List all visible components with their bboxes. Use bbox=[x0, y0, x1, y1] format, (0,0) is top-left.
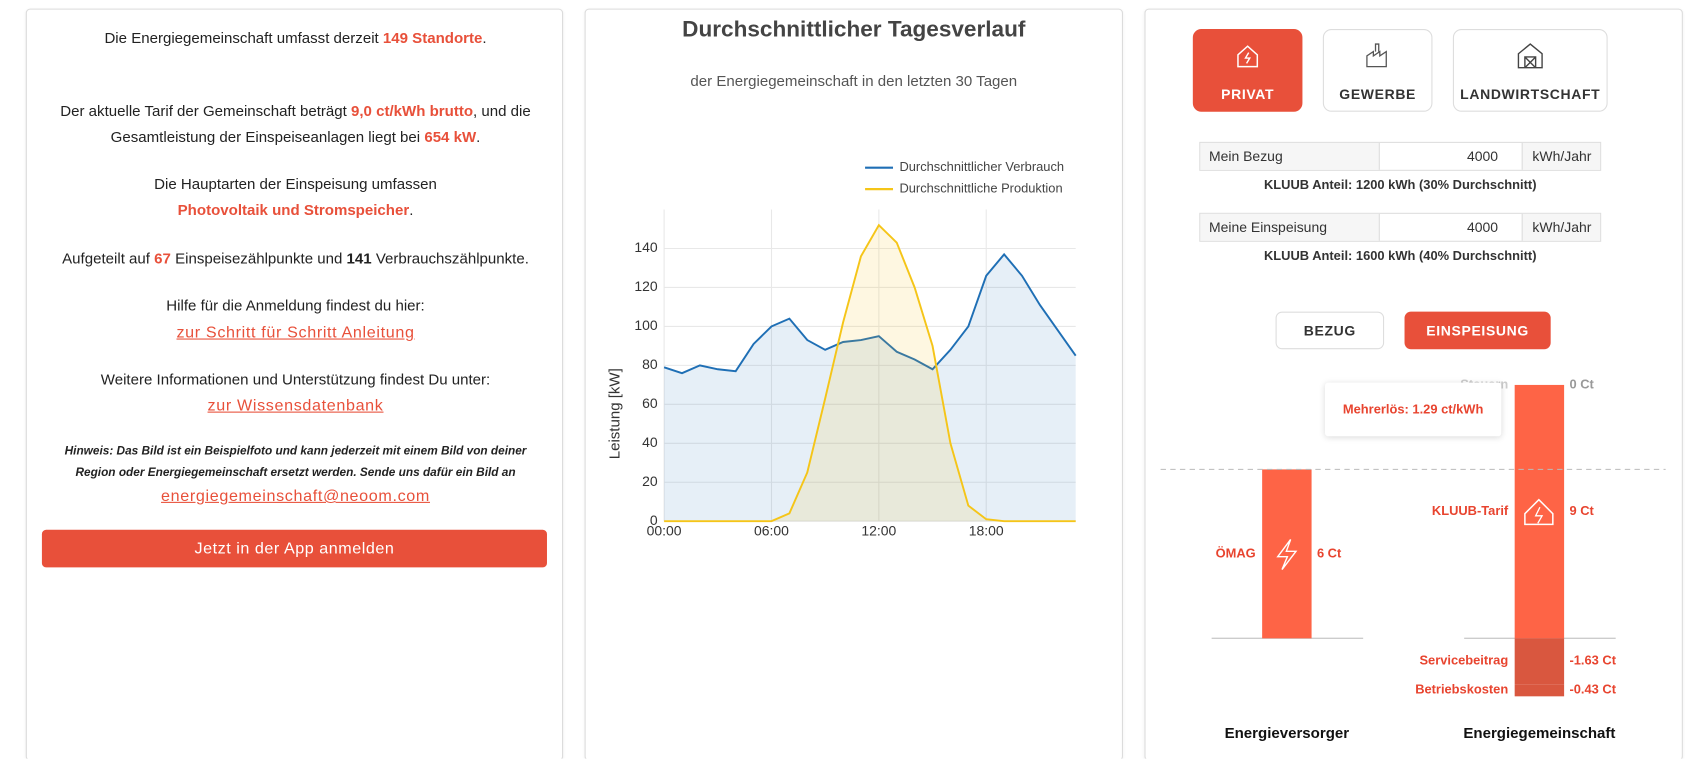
bar bbox=[1514, 684, 1565, 697]
text: Aufgeteilt auf bbox=[62, 249, 155, 267]
email-link[interactable]: energiegemeinschaft@neoom.com bbox=[161, 486, 430, 506]
info-card bbox=[25, 8, 564, 759]
y-tick-label: 80 bbox=[642, 356, 658, 372]
email-wrap: energiegemeinschaft@neoom.com bbox=[43, 483, 548, 510]
highlight: Photovoltaik und Stromspeicher bbox=[177, 200, 410, 219]
value-label: 6 Ct bbox=[1317, 545, 1342, 560]
tab-icon bbox=[1366, 43, 1387, 68]
value-label: -0.43 Ct bbox=[1569, 682, 1616, 697]
paragraph: Der aktuelle Tarif der Gemeinschaft betr… bbox=[43, 98, 548, 150]
y-tick-label: 20 bbox=[642, 473, 658, 489]
y-tick-label: 100 bbox=[634, 317, 658, 333]
value-label: 0 Ct bbox=[1569, 376, 1594, 391]
y-tick-label: 60 bbox=[642, 395, 658, 411]
x-tick-label: 06:00 bbox=[754, 523, 789, 539]
tab[interactable]: GEWERBE bbox=[1322, 29, 1433, 112]
lightning-icon bbox=[1276, 539, 1298, 570]
input-field[interactable]: 4000 bbox=[1466, 148, 1499, 165]
input-note: KLUUB Anteil: 1200 kWh (30% Durchschnitt… bbox=[1263, 177, 1537, 193]
highlight: 67 bbox=[154, 249, 171, 267]
tab-label: GEWERBE bbox=[1339, 85, 1417, 103]
value-label: -1.63 Ct bbox=[1569, 653, 1616, 668]
knowledge-link[interactable]: zur Wissensdatenbank bbox=[207, 396, 384, 415]
segment-label: Servicebeitrag bbox=[1419, 653, 1508, 668]
paragraph: Aufgeteilt auf 67 Einspeisezählpunkte un… bbox=[43, 245, 548, 271]
y-tick-label: 140 bbox=[634, 239, 658, 255]
input-row: Mein Bezug 4000 kWh/Jahr bbox=[1199, 141, 1602, 171]
help-text: Hilfe für die Anmeldung findest du hier: bbox=[166, 296, 425, 314]
text: , und die Gesamtleistung der Einspeisean… bbox=[110, 102, 531, 146]
text: Die Energiegemeinschaft umfasst derzeit bbox=[104, 29, 383, 47]
paragraph: Die Hauptarten der Einspeisung umfassen … bbox=[43, 171, 548, 223]
x-tick-label: 18:00 bbox=[969, 523, 1004, 539]
x-tick-label: Energieversorger bbox=[1225, 725, 1350, 742]
area bbox=[664, 254, 1076, 522]
mode-button[interactable]: EINSPEISUNG bbox=[1404, 311, 1551, 350]
chart-subtitle: der Energiegemeinschaft in den letzten 3… bbox=[690, 71, 1018, 90]
annotation: Mehrerlös: 1.29 ct/kWh bbox=[1325, 382, 1502, 437]
bar bbox=[1514, 384, 1565, 639]
line bbox=[664, 223, 1076, 523]
text: Einspeisezählpunkte und bbox=[170, 249, 347, 267]
bar bbox=[1514, 638, 1565, 685]
text: Die Hauptarten der Einspeisung umfassen bbox=[154, 175, 437, 193]
tab-label: PRIVAT bbox=[1221, 85, 1275, 103]
highlight: 149 Standorte bbox=[382, 29, 483, 47]
bar-icons bbox=[1276, 498, 1554, 570]
y-tick-label: 120 bbox=[634, 278, 658, 294]
input-unit: kWh/Jahr bbox=[1521, 213, 1601, 241]
house-icon-bolt bbox=[1534, 506, 1544, 524]
input-note: KLUUB Anteil: 1600 kWh (40% Durchschnitt… bbox=[1263, 248, 1537, 264]
input-label: Mein Bezug bbox=[1200, 142, 1380, 170]
more-text: Weitere Informationen und Unterstützung … bbox=[100, 370, 491, 388]
value-label: 9 Ct bbox=[1569, 503, 1594, 518]
highlight: 141 bbox=[346, 249, 372, 267]
chart-card bbox=[584, 8, 1123, 759]
text: Der aktuelle Tarif der Gemeinschaft betr… bbox=[60, 102, 351, 120]
tab-icon bbox=[1517, 43, 1543, 69]
segment-label: KLUUB-Tarif bbox=[1432, 503, 1509, 518]
tab-label: LANDWIRTSCHAFT bbox=[1460, 85, 1601, 103]
more-link-wrap: zur Wissensdatenbank bbox=[43, 392, 548, 419]
segment-label: Betriebskosten bbox=[1415, 682, 1508, 697]
y-axis-label: Leistung [kW] bbox=[607, 368, 624, 459]
x-tick-label: Energiegemeinschaft bbox=[1463, 725, 1615, 742]
bar bbox=[1262, 469, 1312, 639]
legend-label: Durchschnittliche Produktion bbox=[899, 181, 1062, 196]
text: Verbrauchszählpunkte. bbox=[371, 249, 529, 267]
input-field[interactable]: 4000 bbox=[1466, 219, 1499, 236]
highlight: 654 kW bbox=[424, 127, 477, 146]
help-link-wrap: zur Schritt für Schritt Anleitung bbox=[43, 319, 548, 346]
y-tick-label: 40 bbox=[642, 434, 658, 450]
legend-label: Durchschnittlicher Verbrauch bbox=[899, 159, 1064, 174]
text: . bbox=[409, 200, 414, 219]
text: . bbox=[482, 29, 487, 47]
line bbox=[663, 252, 1077, 375]
area bbox=[664, 225, 1076, 522]
segment-label: ÖMAG bbox=[1216, 545, 1256, 560]
x-tick-label: 00:00 bbox=[647, 523, 682, 539]
help-link[interactable]: zur Schritt für Schritt Anleitung bbox=[176, 323, 415, 342]
tab-icon bbox=[1237, 45, 1259, 68]
input-row: Meine Einspeisung 4000 kWh/Jahr bbox=[1199, 212, 1602, 242]
chart-title: Durchschnittlicher Tagesverlauf bbox=[682, 17, 1026, 42]
tab[interactable]: PRIVAT bbox=[1192, 29, 1303, 112]
text: . bbox=[476, 127, 481, 146]
input-unit: kWh/Jahr bbox=[1521, 142, 1601, 170]
house-icon bbox=[1524, 498, 1554, 526]
mode-button[interactable]: BEZUG bbox=[1275, 311, 1385, 350]
highlight: 9,0 ct/kWh brutto bbox=[350, 102, 474, 120]
input-label: Meine Einspeisung bbox=[1200, 213, 1380, 241]
x-tick-label: 12:00 bbox=[861, 523, 896, 539]
paragraph: Die Energiegemeinschaft umfasst derzeit … bbox=[43, 25, 548, 51]
note: Hinweis: Das Bild ist ein Beispielfoto u… bbox=[64, 444, 527, 480]
y-tick-label: 0 bbox=[650, 512, 658, 528]
signup-button[interactable]: Jetzt in der App anmelden bbox=[41, 529, 547, 568]
tab[interactable]: LANDWIRTSCHAFT bbox=[1452, 29, 1608, 112]
